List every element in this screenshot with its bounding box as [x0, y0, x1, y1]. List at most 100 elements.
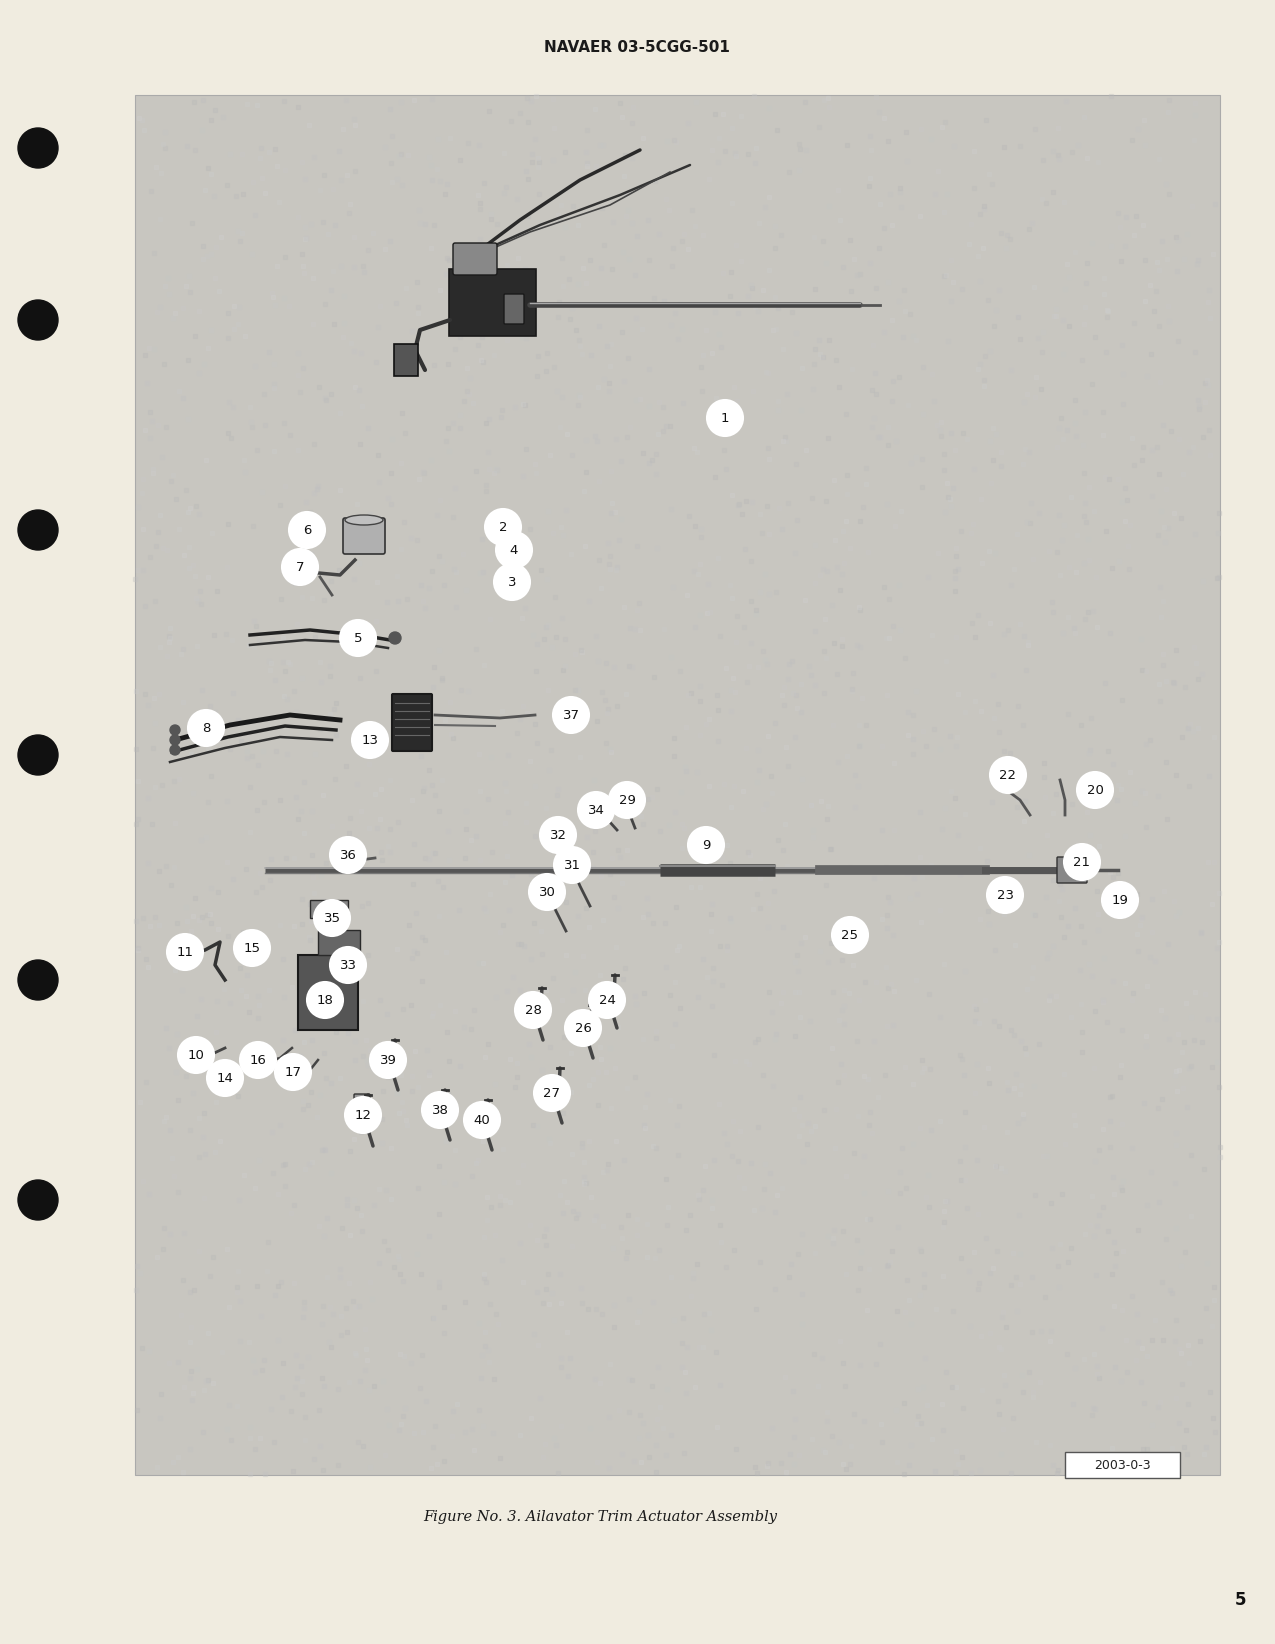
Circle shape	[18, 510, 57, 551]
Circle shape	[170, 745, 180, 755]
Ellipse shape	[346, 515, 382, 524]
Circle shape	[1102, 881, 1139, 917]
Circle shape	[346, 1097, 381, 1133]
Circle shape	[18, 960, 57, 1000]
Text: 30: 30	[538, 886, 556, 899]
Text: 7: 7	[296, 561, 305, 574]
Circle shape	[207, 1060, 244, 1097]
Circle shape	[541, 817, 576, 853]
Text: 2003-0-3: 2003-0-3	[1094, 1458, 1151, 1471]
Text: 12: 12	[354, 1108, 371, 1121]
Circle shape	[555, 847, 590, 883]
Text: 8: 8	[201, 722, 210, 735]
FancyBboxPatch shape	[135, 95, 1220, 1475]
Text: 21: 21	[1074, 855, 1090, 868]
Text: 13: 13	[362, 733, 379, 746]
FancyBboxPatch shape	[317, 931, 360, 955]
Circle shape	[534, 1075, 570, 1111]
FancyBboxPatch shape	[391, 694, 432, 751]
Circle shape	[609, 783, 645, 819]
Circle shape	[240, 1042, 275, 1078]
Text: 5: 5	[1234, 1591, 1246, 1609]
Circle shape	[708, 399, 743, 436]
Text: 34: 34	[588, 804, 604, 817]
Circle shape	[282, 549, 317, 585]
Circle shape	[314, 899, 351, 935]
FancyBboxPatch shape	[354, 1093, 370, 1126]
Text: 32: 32	[550, 829, 566, 842]
FancyBboxPatch shape	[504, 294, 524, 324]
Circle shape	[1077, 773, 1113, 807]
Circle shape	[565, 1009, 601, 1046]
Text: 33: 33	[339, 958, 357, 972]
Circle shape	[688, 827, 724, 863]
FancyBboxPatch shape	[1065, 1452, 1179, 1478]
Circle shape	[235, 931, 270, 967]
FancyBboxPatch shape	[1057, 857, 1088, 883]
Circle shape	[179, 1037, 214, 1074]
Circle shape	[529, 875, 565, 911]
FancyBboxPatch shape	[343, 518, 385, 554]
Circle shape	[187, 710, 224, 746]
Text: 1: 1	[720, 411, 729, 424]
Text: 28: 28	[524, 1003, 542, 1016]
Text: 29: 29	[618, 794, 635, 807]
Text: 16: 16	[250, 1054, 266, 1067]
Text: 40: 40	[473, 1113, 491, 1126]
Circle shape	[464, 1101, 500, 1138]
Text: 27: 27	[543, 1087, 561, 1100]
Circle shape	[330, 947, 366, 983]
Circle shape	[18, 735, 57, 774]
Circle shape	[307, 981, 343, 1018]
Text: 25: 25	[842, 929, 858, 942]
Text: 36: 36	[339, 848, 357, 861]
Circle shape	[484, 510, 521, 546]
Text: 15: 15	[244, 942, 260, 955]
Circle shape	[389, 631, 402, 644]
Circle shape	[167, 934, 203, 970]
Text: 37: 37	[562, 709, 580, 722]
Circle shape	[589, 981, 625, 1018]
Circle shape	[18, 128, 57, 168]
Text: 17: 17	[284, 1065, 301, 1078]
Text: 23: 23	[997, 888, 1014, 901]
Circle shape	[170, 725, 180, 735]
Text: 11: 11	[176, 945, 194, 958]
Text: 31: 31	[564, 858, 580, 871]
Circle shape	[370, 1042, 405, 1078]
Circle shape	[502, 551, 513, 561]
Circle shape	[170, 735, 180, 745]
Text: 6: 6	[303, 523, 311, 536]
Text: 20: 20	[1086, 784, 1103, 796]
FancyBboxPatch shape	[449, 270, 536, 335]
Text: 5: 5	[353, 631, 362, 644]
Circle shape	[330, 837, 366, 873]
Circle shape	[833, 917, 868, 954]
Text: 3: 3	[507, 575, 516, 589]
Text: 10: 10	[187, 1049, 204, 1062]
FancyBboxPatch shape	[453, 243, 497, 275]
Circle shape	[987, 876, 1023, 912]
Text: 26: 26	[575, 1021, 592, 1034]
Circle shape	[352, 722, 388, 758]
Circle shape	[289, 511, 325, 547]
Text: 24: 24	[598, 993, 616, 1006]
Circle shape	[340, 620, 376, 656]
Circle shape	[1065, 843, 1100, 880]
Circle shape	[275, 1054, 311, 1090]
Circle shape	[578, 792, 615, 829]
Text: 14: 14	[217, 1072, 233, 1085]
Text: 39: 39	[380, 1054, 397, 1067]
Text: NAVAER 03-5CGG-501: NAVAER 03-5CGG-501	[544, 41, 729, 56]
Text: 9: 9	[701, 838, 710, 852]
Text: 2: 2	[499, 521, 507, 534]
FancyBboxPatch shape	[298, 955, 358, 1031]
Circle shape	[496, 533, 532, 567]
Circle shape	[989, 756, 1026, 792]
FancyBboxPatch shape	[310, 899, 348, 917]
Text: 18: 18	[316, 993, 334, 1006]
Circle shape	[515, 991, 551, 1028]
Text: 4: 4	[510, 544, 518, 557]
Text: 19: 19	[1112, 893, 1128, 906]
Circle shape	[18, 299, 57, 340]
